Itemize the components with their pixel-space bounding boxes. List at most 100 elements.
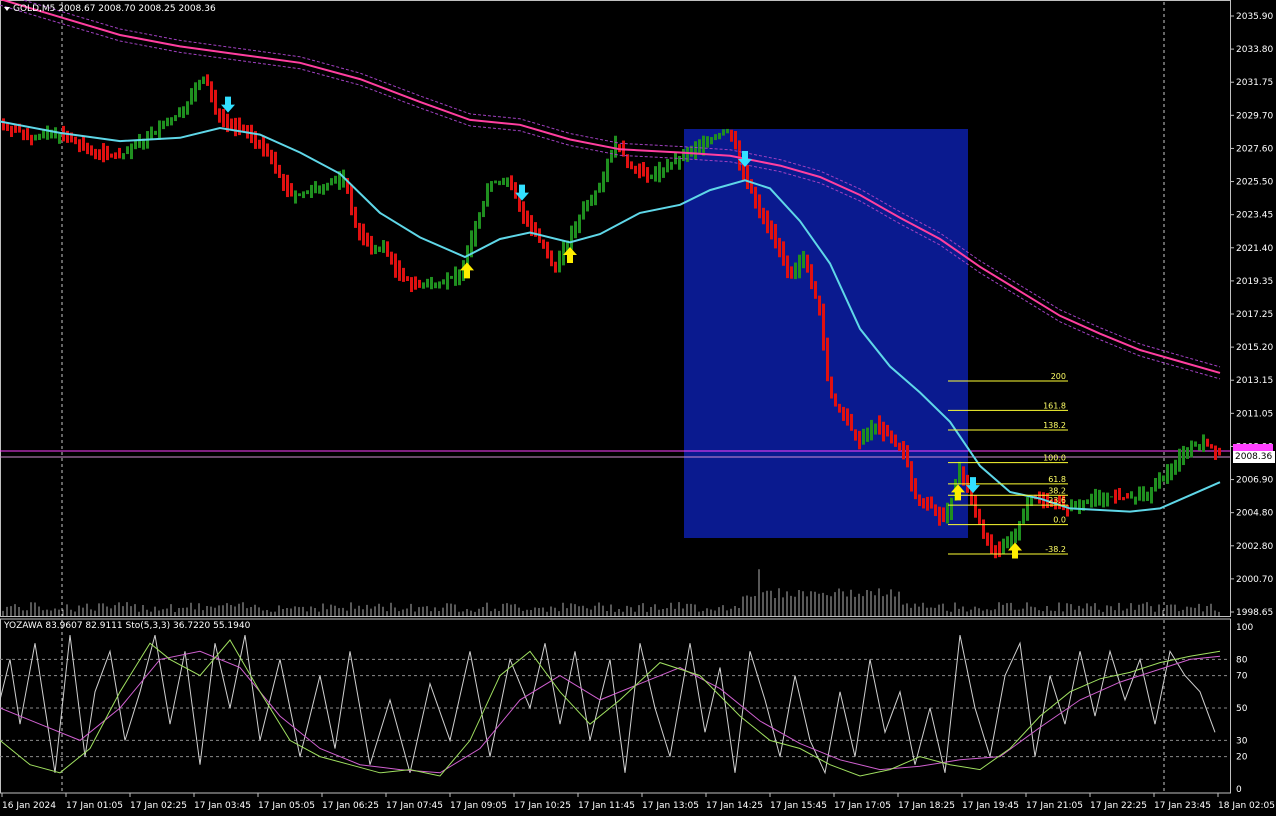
candle — [718, 132, 721, 140]
candle — [454, 266, 457, 286]
time-tick-label: 17 Jan 03:45 — [194, 801, 251, 811]
candle — [898, 442, 901, 451]
price-tick-label: 2033.80 — [1236, 45, 1273, 55]
candle — [894, 434, 897, 447]
candle — [1002, 538, 1005, 554]
candle — [570, 225, 573, 250]
dropdown-triangle-icon[interactable] — [4, 6, 10, 11]
candle — [1182, 445, 1185, 466]
fib-label: 138.2 — [1043, 421, 1066, 430]
candle — [1166, 464, 1169, 484]
osc-tick-label: 100 — [1236, 623, 1253, 633]
price-tick-label: 2035.90 — [1236, 12, 1273, 22]
candle — [926, 496, 929, 511]
candle — [554, 261, 557, 273]
price-tick-label: 2019.35 — [1236, 277, 1273, 287]
time-tick-label: 17 Jan 22:25 — [1090, 801, 1147, 811]
candle — [206, 74, 209, 86]
candle — [910, 461, 913, 492]
candle — [878, 415, 881, 435]
price-tick-label: 2031.75 — [1236, 78, 1273, 88]
candle — [230, 118, 233, 131]
candle — [746, 164, 749, 190]
price-tick-label: 2015.20 — [1236, 343, 1273, 353]
candle — [714, 134, 717, 141]
time-tick-label: 18 Jan 02:05 — [1218, 801, 1275, 811]
candle — [858, 430, 861, 450]
candle — [914, 478, 917, 500]
candle — [1218, 447, 1221, 456]
candle — [1118, 487, 1121, 501]
candle — [1210, 444, 1213, 449]
time-tick-label: 17 Jan 10:25 — [514, 801, 571, 811]
line-price-marker — [1233, 444, 1273, 451]
candle — [1146, 491, 1149, 501]
candle — [266, 143, 269, 157]
candle — [338, 171, 341, 190]
main-panel-border — [0, 0, 1231, 617]
candle — [1130, 491, 1133, 499]
candle — [962, 466, 965, 486]
candle — [710, 137, 713, 145]
candle — [434, 282, 437, 289]
candle — [670, 161, 673, 170]
symbol-header[interactable]: GOLD,M5 2008.67 2008.70 2008.25 2008.36 — [4, 4, 216, 14]
candle — [370, 235, 373, 255]
candle — [186, 101, 189, 115]
candle — [1098, 489, 1101, 506]
candle — [534, 222, 537, 237]
candle — [542, 239, 545, 249]
candle — [234, 117, 237, 137]
candle — [802, 250, 805, 269]
time-tick-label: 17 Jan 06:25 — [322, 801, 379, 811]
candle — [586, 199, 589, 212]
candle — [610, 149, 613, 163]
candle — [734, 130, 737, 150]
candle — [650, 174, 653, 180]
candle — [730, 129, 733, 142]
candle — [686, 146, 689, 162]
candle — [550, 250, 553, 267]
candle — [262, 135, 265, 157]
candle — [634, 165, 637, 174]
candle — [106, 145, 109, 161]
candle — [1142, 486, 1145, 502]
candle — [606, 158, 609, 183]
candle — [406, 276, 409, 281]
candle — [42, 128, 45, 139]
candle — [502, 177, 505, 185]
candle — [766, 210, 769, 234]
candle — [410, 277, 413, 293]
candle — [814, 281, 817, 299]
candle — [574, 221, 577, 239]
candle — [790, 266, 793, 279]
candle — [202, 76, 205, 84]
candle — [546, 241, 549, 259]
candle — [722, 129, 725, 136]
stoch-signal-line — [0, 650, 1221, 774]
candle — [86, 142, 89, 155]
candle — [2, 118, 5, 131]
sell-arrow-icon — [221, 96, 235, 113]
candle — [398, 260, 401, 281]
price-tick-label: 1998.65 — [1236, 608, 1273, 618]
candle — [638, 163, 641, 179]
candle — [346, 178, 349, 194]
candle — [678, 155, 681, 170]
candle — [214, 89, 217, 115]
fib-label: 100.0 — [1043, 454, 1066, 463]
candle — [522, 201, 525, 224]
axes: 2035.90 2033.80 2031.75 2029.70 2027.60 2025.… — [1, 12, 1275, 811]
candle — [390, 251, 393, 265]
candle — [190, 88, 193, 105]
ma-lower-band — [0, 4, 1221, 380]
candle — [1102, 492, 1105, 508]
chart-grid — [0, 2, 1230, 793]
candle — [222, 109, 225, 128]
volume-bars — [2, 569, 1220, 616]
candle — [330, 178, 333, 186]
candle — [382, 240, 385, 253]
candle — [1214, 445, 1217, 460]
candle — [614, 135, 617, 158]
